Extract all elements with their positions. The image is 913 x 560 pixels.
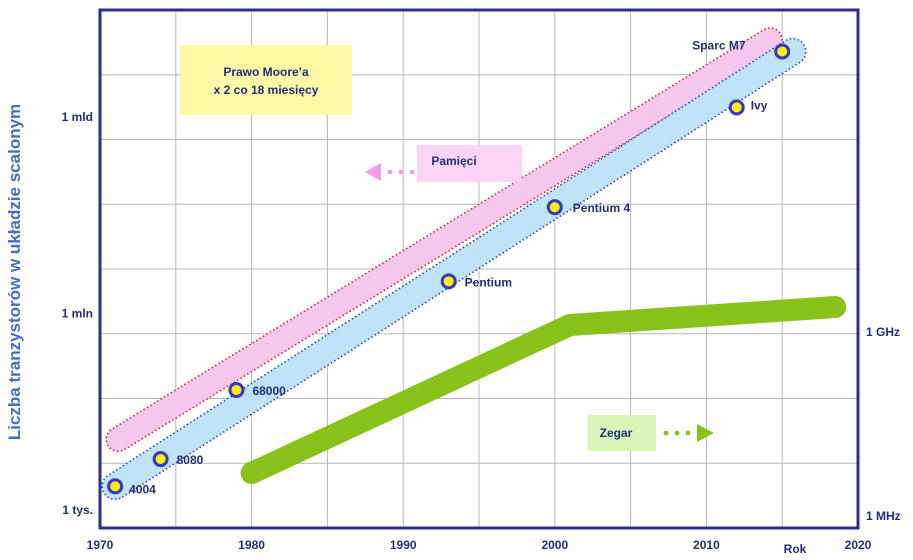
memory-box-bg — [417, 145, 522, 182]
memory-label: Pamięci — [431, 154, 476, 168]
processor-marker — [107, 478, 124, 495]
processor-band — [101, 37, 807, 501]
y-right-tick-label: 1 GHz — [866, 325, 900, 339]
y-axis-left-ticks: 1 tys. 1 mln 1 mld — [62, 110, 93, 517]
clock-arrow-dots — [663, 430, 691, 436]
x-tick-label: 1980 — [238, 538, 265, 552]
processor-label: Sparc M7 — [692, 39, 746, 53]
memory-arrow-dots — [387, 169, 415, 175]
memory-annotation: Pamięci — [365, 145, 522, 182]
x-tick-label: 2010 — [693, 538, 720, 552]
memory-band — [105, 27, 783, 453]
processor-marker — [546, 199, 563, 216]
processor-label: 68000 — [252, 384, 286, 398]
processor-label: 8080 — [177, 453, 204, 467]
x-tick-label: 1970 — [87, 538, 114, 552]
processor-label: Ivy — [751, 98, 768, 112]
processor-marker — [728, 99, 745, 116]
processor-band-shape — [101, 37, 807, 501]
processor-label: Pentium — [465, 275, 512, 289]
clock-label: Zegar — [600, 426, 633, 440]
memory-arrow-icon — [365, 163, 381, 181]
y-tick-label: 1 tys. — [62, 503, 93, 517]
processor-points: 4004 8080 68000 Pentium Pentium 4 Ivy Sparc M7 — [107, 39, 791, 496]
processor-marker — [228, 381, 245, 398]
clock-arrow-icon — [697, 424, 714, 442]
processor-marker — [774, 43, 791, 60]
arrow-dot — [387, 169, 393, 175]
y-tick-label: 1 mln — [62, 307, 93, 321]
moore-law-line-2: x 2 co 18 miesięcy — [214, 83, 319, 97]
y-axis-label: Liczba tranzystorów w układzie scalonym — [5, 104, 24, 440]
plot-frame — [98, 8, 860, 530]
moore-law-box: Prawo Moore’a x 2 co 18 miesięcy — [180, 45, 352, 115]
arrow-dot — [409, 169, 415, 175]
clock-annotation: Zegar — [588, 415, 714, 451]
y-right-tick-label: 1 MHz — [866, 509, 901, 523]
x-axis-label: Rok — [784, 542, 807, 556]
x-tick-label: 2020 — [845, 538, 872, 552]
x-tick-label: 2000 — [541, 538, 568, 552]
clock-trend — [240, 296, 847, 484]
moore-law-line-1: Prawo Moore’a — [223, 65, 309, 79]
arrow-dot — [674, 430, 680, 436]
processor-marker — [440, 273, 457, 290]
arrow-dot — [398, 169, 404, 175]
processor-marker — [152, 451, 169, 468]
arrow-dot — [685, 430, 691, 436]
processor-label: Pentium 4 — [573, 201, 631, 215]
arrow-dot — [663, 430, 669, 436]
memory-band-shape — [105, 27, 783, 453]
y-axis-right-ticks: 1 MHz 1 GHz — [866, 325, 901, 523]
processor-label: 4004 — [129, 482, 156, 496]
moore-law-box-bg — [180, 45, 352, 115]
clock-line — [240, 296, 847, 484]
x-tick-label: 1990 — [390, 538, 417, 552]
clock-box-bg — [588, 415, 656, 451]
x-axis-ticks: 1970 1980 1990 2000 2010 2020 — [87, 538, 872, 552]
y-tick-label: 1 mld — [62, 110, 93, 124]
